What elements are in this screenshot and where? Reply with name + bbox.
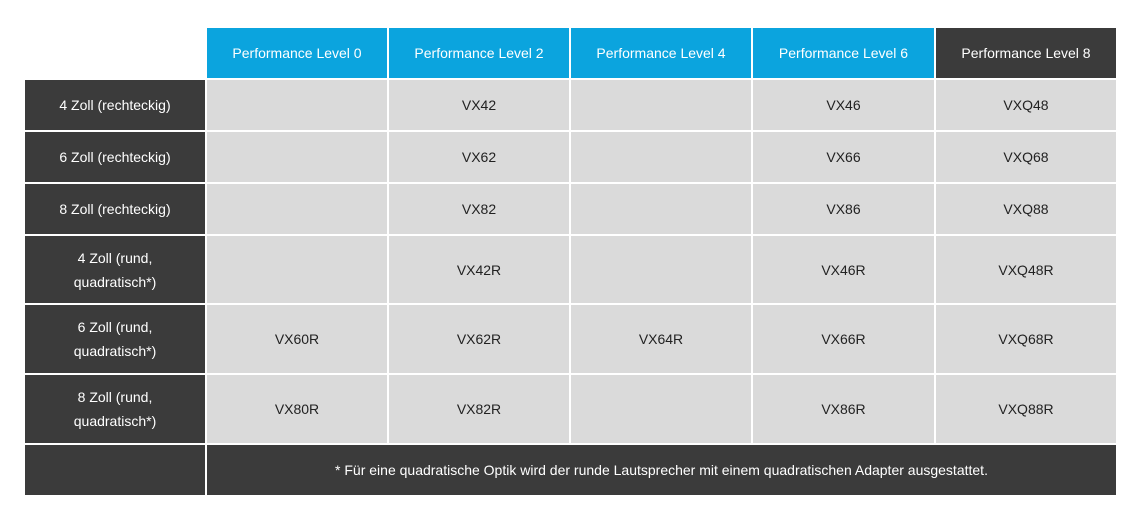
footnote: * Für eine quadratische Optik wird der r… <box>207 445 1116 495</box>
column-header: Performance Level 6 <box>753 28 934 78</box>
model-cell: VX64R <box>571 305 751 373</box>
model-cell: VX66 <box>753 132 934 182</box>
row-label: 4 Zoll (rechteckig) <box>25 80 205 130</box>
corner-cell <box>25 28 205 78</box>
model-cell: VX60R <box>207 305 387 373</box>
row-label: 6 Zoll (rund, quadratisch*) <box>25 305 205 373</box>
model-cell <box>571 132 751 182</box>
model-cell: VXQ48R <box>936 236 1116 303</box>
model-cell: VX86R <box>753 375 934 443</box>
row-label: 8 Zoll (rechteckig) <box>25 184 205 234</box>
column-header: Performance Level 8 <box>936 28 1116 78</box>
footer-label-cell <box>25 445 205 495</box>
model-cell: VXQ68R <box>936 305 1116 373</box>
model-cell: VX46R <box>753 236 934 303</box>
model-cell: VX66R <box>753 305 934 373</box>
row-label: 4 Zoll (rund, quadratisch*) <box>25 236 205 303</box>
model-cell: VXQ88R <box>936 375 1116 443</box>
product-table: Performance Level 0 Performance Level 2 Pe… <box>25 28 1116 495</box>
model-cell: VX62 <box>389 132 569 182</box>
model-cell <box>571 80 751 130</box>
model-cell: VX82 <box>389 184 569 234</box>
column-header: Performance Level 2 <box>389 28 569 78</box>
column-header: Performance Level 0 <box>207 28 387 78</box>
model-cell: VX62R <box>389 305 569 373</box>
row-label: 8 Zoll (rund, quadratisch*) <box>25 375 205 443</box>
model-cell: VX86 <box>753 184 934 234</box>
row-label: 6 Zoll (rechteckig) <box>25 132 205 182</box>
model-cell: VXQ48 <box>936 80 1116 130</box>
model-cell <box>207 80 387 130</box>
model-cell <box>571 236 751 303</box>
model-cell: VX42R <box>389 236 569 303</box>
model-cell <box>571 375 751 443</box>
column-header: Performance Level 4 <box>571 28 751 78</box>
model-cell: VXQ68 <box>936 132 1116 182</box>
model-cell <box>207 236 387 303</box>
model-cell: VX80R <box>207 375 387 443</box>
model-cell <box>571 184 751 234</box>
model-cell <box>207 132 387 182</box>
model-cell: VXQ88 <box>936 184 1116 234</box>
model-cell: VX82R <box>389 375 569 443</box>
model-cell: VX42 <box>389 80 569 130</box>
model-cell <box>207 184 387 234</box>
model-cell: VX46 <box>753 80 934 130</box>
